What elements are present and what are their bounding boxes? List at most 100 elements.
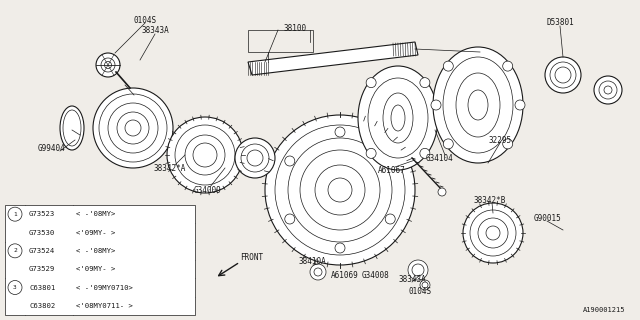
Circle shape [328,178,352,202]
Circle shape [247,150,263,166]
Circle shape [104,61,111,68]
Circle shape [108,103,158,153]
Text: <'09MY- >: <'09MY- > [76,229,115,236]
Circle shape [438,188,446,196]
Text: A61067: A61067 [378,165,406,174]
Text: < -'08MY>: < -'08MY> [76,211,115,217]
Circle shape [545,57,581,93]
Circle shape [117,112,149,144]
Text: C63801: C63801 [29,284,55,291]
Text: G73524: G73524 [29,248,55,254]
Text: <'08MY0711- >: <'08MY0711- > [76,303,133,309]
Text: 38343A: 38343A [398,276,426,284]
Circle shape [444,139,453,149]
Circle shape [300,150,380,230]
Circle shape [185,135,225,175]
Circle shape [314,268,322,276]
Ellipse shape [63,110,81,146]
Circle shape [420,148,430,158]
Circle shape [285,214,295,224]
Text: 1: 1 [13,212,17,217]
Circle shape [8,244,22,258]
Circle shape [470,210,516,256]
Circle shape [335,127,345,137]
Ellipse shape [443,57,513,153]
Circle shape [96,53,120,77]
Text: G34104: G34104 [426,154,454,163]
Text: G73529: G73529 [29,266,55,272]
Circle shape [444,61,453,71]
Text: 3: 3 [13,285,17,290]
Text: G34008: G34008 [361,270,389,279]
Circle shape [366,78,376,88]
Circle shape [285,156,295,166]
Text: A190001215: A190001215 [582,307,625,313]
Text: <'09MY- >: <'09MY- > [76,266,115,272]
Text: 0104S: 0104S [408,287,431,297]
Circle shape [478,218,508,248]
Circle shape [515,100,525,110]
Circle shape [99,94,167,162]
Text: 38100: 38100 [284,23,307,33]
Text: 38410A: 38410A [298,258,326,267]
Circle shape [463,203,523,263]
Circle shape [599,81,617,99]
Text: 32295: 32295 [488,135,511,145]
Text: 38342*B: 38342*B [474,196,506,204]
Circle shape [604,86,612,94]
Ellipse shape [433,47,523,163]
Ellipse shape [383,93,413,143]
Circle shape [310,264,326,280]
Circle shape [502,139,513,149]
Circle shape [8,207,22,221]
Bar [248,30,313,52]
Text: G34009: G34009 [194,186,222,195]
Polygon shape [248,42,418,75]
Circle shape [167,117,243,193]
Circle shape [235,138,275,178]
Circle shape [502,61,513,71]
Text: D53801: D53801 [546,18,574,27]
Text: < -'09MY0710>: < -'09MY0710> [76,284,133,291]
Text: A61069: A61069 [331,270,359,279]
Circle shape [175,125,235,185]
Text: FRONT: FRONT [241,253,264,262]
Circle shape [265,115,415,265]
Text: C63802: C63802 [29,303,55,309]
Circle shape [385,156,396,166]
Text: < -'08MY>: < -'08MY> [76,248,115,254]
Circle shape [275,125,405,255]
Circle shape [125,120,141,136]
Ellipse shape [358,66,438,170]
Ellipse shape [468,90,488,120]
Ellipse shape [391,105,405,131]
Ellipse shape [368,78,428,158]
Circle shape [420,280,430,290]
Text: G99404: G99404 [38,143,66,153]
Circle shape [93,88,173,168]
Text: G90015: G90015 [533,213,561,222]
Circle shape [550,62,576,88]
Text: G73530: G73530 [29,229,55,236]
Circle shape [555,67,571,83]
Circle shape [101,58,115,72]
Circle shape [420,78,430,88]
Circle shape [366,148,376,158]
Text: 0104S: 0104S [133,15,157,25]
Text: G73523: G73523 [29,211,55,217]
Text: 38342*A: 38342*A [154,164,186,172]
Text: 2: 2 [13,248,17,253]
Circle shape [594,76,622,104]
Bar [5,205,195,315]
Circle shape [385,214,396,224]
Circle shape [335,243,345,253]
Circle shape [422,282,428,288]
Circle shape [408,260,428,280]
Circle shape [288,138,392,242]
Text: 38343A: 38343A [141,26,169,35]
Circle shape [431,100,441,110]
Circle shape [193,143,217,167]
Circle shape [8,281,22,294]
Ellipse shape [456,73,500,137]
Circle shape [241,144,269,172]
